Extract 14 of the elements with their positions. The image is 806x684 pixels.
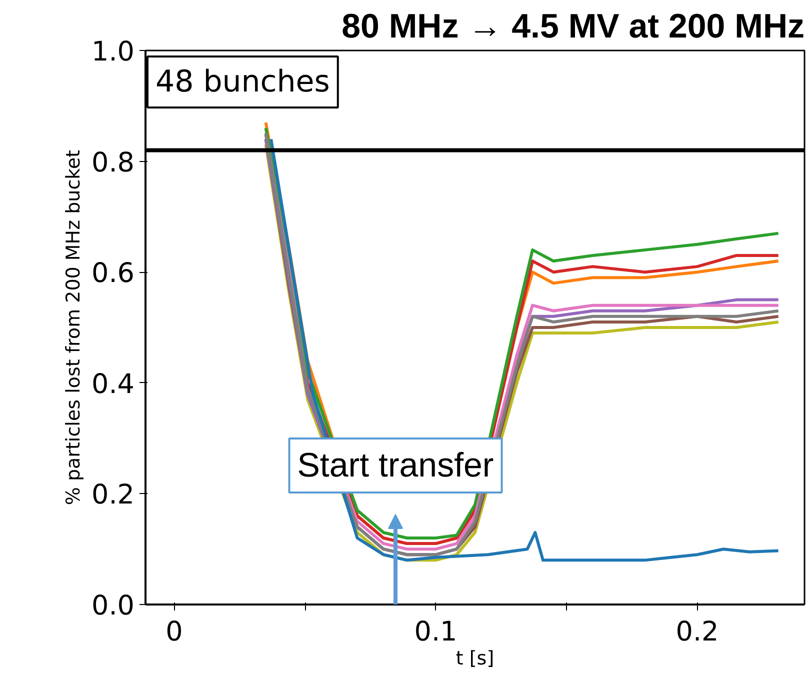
x-tick-label: 0 — [166, 616, 183, 648]
x-tick-label: 0.2 — [676, 616, 719, 648]
x-axis-title: t [s] — [456, 648, 494, 670]
y-tick-label: 0.4 — [92, 368, 135, 400]
y-axis-title: % particles lost from 200 MHz bucket — [62, 150, 85, 506]
x-tick-label: 0.1 — [414, 616, 458, 648]
annotation: 48 bunches — [156, 64, 330, 100]
annotation: Start transfer — [297, 446, 494, 484]
y-tick-label: 0.0 — [92, 590, 135, 622]
y-tick-label: 1.0 — [92, 36, 135, 68]
y-tick-label: 0.6 — [92, 258, 135, 290]
y-tick-label: 0.8 — [92, 147, 135, 178]
chart-title: 80 MHz → 4.5 MV at 200 MHz — [342, 8, 805, 46]
y-tick-label: 0.2 — [92, 480, 135, 511]
